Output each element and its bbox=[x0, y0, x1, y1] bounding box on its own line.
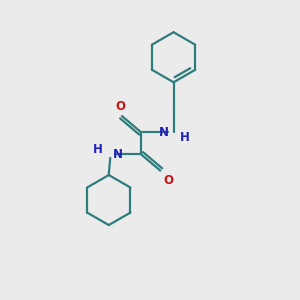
Text: N: N bbox=[159, 126, 169, 139]
Text: H: H bbox=[180, 131, 190, 144]
Text: H: H bbox=[92, 142, 102, 156]
Text: O: O bbox=[116, 100, 126, 112]
Text: O: O bbox=[164, 174, 174, 187]
Text: N: N bbox=[113, 148, 123, 161]
